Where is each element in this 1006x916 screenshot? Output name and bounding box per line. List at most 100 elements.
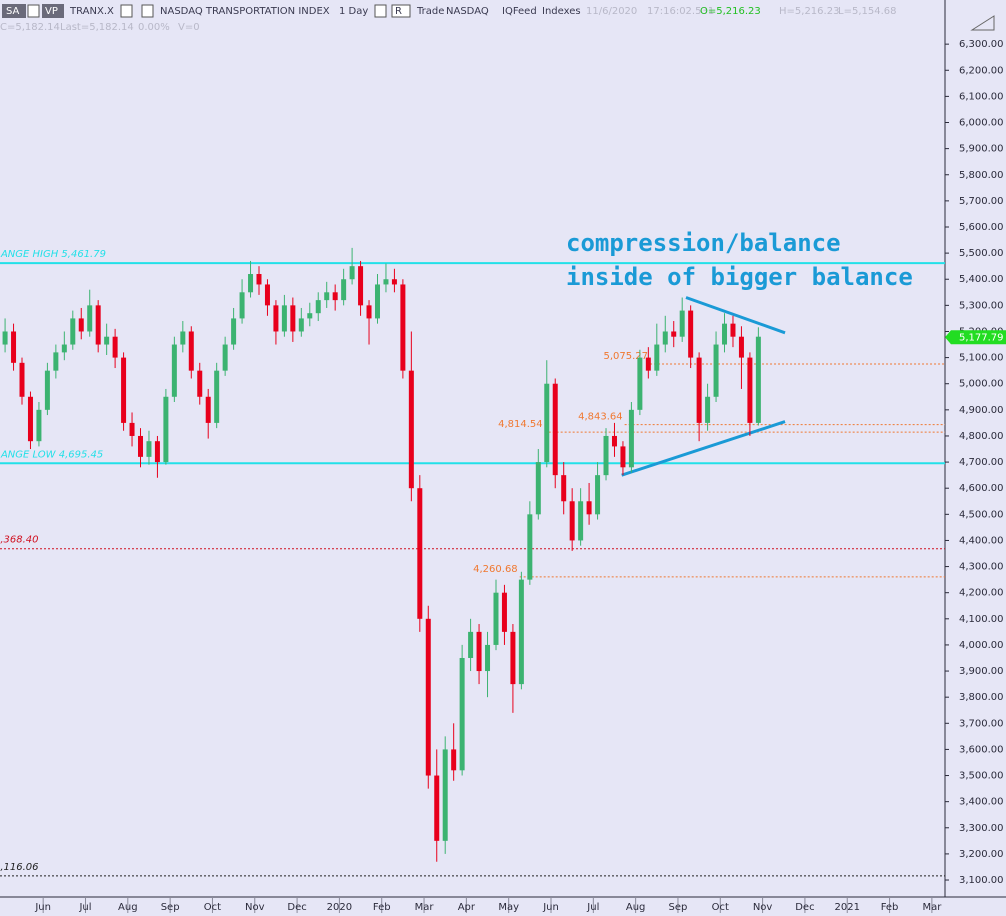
exchange: NASDAQ xyxy=(446,6,489,17)
candle-body xyxy=(722,323,728,345)
x-tick-label: Feb xyxy=(373,902,391,913)
dropdown[interactable] xyxy=(374,4,387,18)
candle-body xyxy=(738,336,744,358)
candle-body xyxy=(730,323,736,337)
y-tick-label: 5,400.00 xyxy=(959,274,1004,285)
candle-body xyxy=(70,318,76,345)
candle-body xyxy=(307,313,313,319)
candle-body xyxy=(78,318,84,332)
candle-body xyxy=(662,331,668,345)
y-tick-label: 6,100.00 xyxy=(959,91,1004,102)
low: L=5,154.68 xyxy=(838,6,896,17)
candle-body xyxy=(434,775,440,841)
r-button[interactable]: R xyxy=(395,6,402,17)
y-tick-label: 3,800.00 xyxy=(959,692,1004,703)
trendline xyxy=(621,420,786,477)
time: 17:16:02.531 xyxy=(647,6,714,17)
y-tick-label: 4,600.00 xyxy=(959,483,1004,494)
y-tick-label: 3,200.00 xyxy=(959,849,1004,860)
candle-body xyxy=(19,362,25,397)
candle-body xyxy=(281,305,287,332)
candle-body xyxy=(611,435,617,447)
y-tick-label: 5,500.00 xyxy=(959,248,1004,259)
candle-body xyxy=(442,749,448,841)
x-tick-label: Oct xyxy=(712,902,729,913)
box[interactable] xyxy=(391,4,411,18)
dropdown[interactable] xyxy=(141,4,154,18)
candle-body xyxy=(95,305,101,345)
y-tick-label: 3,400.00 xyxy=(959,797,1004,808)
dropdown[interactable] xyxy=(27,4,40,18)
date: 11/6/2020 xyxy=(586,6,637,17)
level-label: 4,368.40 xyxy=(0,535,39,546)
candle-body xyxy=(561,475,567,502)
vp[interactable]: VP xyxy=(45,6,58,17)
candle-body xyxy=(637,357,643,410)
x-tick-label: Oct xyxy=(204,902,221,913)
y-tick-label: 6,200.00 xyxy=(959,65,1004,76)
trendline xyxy=(685,296,786,335)
candle-body xyxy=(256,274,262,285)
dropdown[interactable] xyxy=(120,4,133,18)
candle-body xyxy=(104,336,110,345)
candle-body xyxy=(2,331,8,345)
symbol-box[interactable]: SA xyxy=(6,6,20,17)
candle-body xyxy=(273,305,279,332)
candle-body xyxy=(586,501,592,515)
y-tick-label: 5,900.00 xyxy=(959,144,1004,155)
candle-body xyxy=(222,344,228,371)
y-tick-label: 4,900.00 xyxy=(959,405,1004,416)
candle-body xyxy=(391,279,397,285)
level-label: 4,843.64 xyxy=(578,412,623,423)
y-tick-label: 5,300.00 xyxy=(959,300,1004,311)
candle-body xyxy=(603,435,609,476)
candle-body xyxy=(569,501,575,541)
resize-icon[interactable] xyxy=(970,15,995,31)
candle-body xyxy=(231,318,237,345)
volume: V=0 xyxy=(178,22,200,33)
candle-body xyxy=(214,370,220,423)
y-tick-label: 4,500.00 xyxy=(959,509,1004,520)
x-tick-label: Apr xyxy=(458,902,476,913)
candle-body xyxy=(417,488,423,619)
box[interactable] xyxy=(42,4,64,18)
x-tick-label: Sep xyxy=(161,902,180,913)
x-tick-label: Mar xyxy=(922,902,942,913)
last-price-tag xyxy=(945,330,1006,345)
candle-body xyxy=(171,344,177,397)
x-tick-label: Nov xyxy=(245,902,265,913)
candle-body xyxy=(654,344,660,371)
x-tick-label: Aug xyxy=(118,902,138,913)
candle-body xyxy=(87,305,93,332)
candle-body xyxy=(408,370,414,489)
candle-body xyxy=(374,284,380,319)
candle-body xyxy=(459,657,465,771)
x-tick-label: Jul xyxy=(78,902,91,913)
y-tick-label: 4,300.00 xyxy=(959,562,1004,573)
candle-body xyxy=(510,631,516,685)
candle-body xyxy=(36,409,42,442)
candle-body xyxy=(628,409,634,468)
candle-body xyxy=(645,357,651,371)
last: Last=5,182.14 xyxy=(60,22,134,33)
candle-body xyxy=(341,279,347,301)
candle-body xyxy=(518,579,524,685)
candle-body xyxy=(239,292,245,319)
candle-body xyxy=(163,396,169,463)
level-label: 4,260.68 xyxy=(473,564,518,575)
candle-body xyxy=(290,305,296,332)
box[interactable] xyxy=(2,4,26,18)
y-tick-label: 3,100.00 xyxy=(959,875,1004,886)
candle-body xyxy=(146,441,152,457)
high: H=5,216.23 xyxy=(779,6,839,17)
candle-body xyxy=(451,749,457,771)
candle-body xyxy=(620,446,626,468)
candle-body xyxy=(400,284,406,371)
candle-body xyxy=(366,305,372,319)
feed: IQFeed xyxy=(502,6,537,17)
change: 0.00% xyxy=(138,22,170,33)
x-tick-label: Sep xyxy=(669,902,688,913)
interval: 1 Day xyxy=(339,6,368,17)
y-tick-label: 3,900.00 xyxy=(959,666,1004,677)
